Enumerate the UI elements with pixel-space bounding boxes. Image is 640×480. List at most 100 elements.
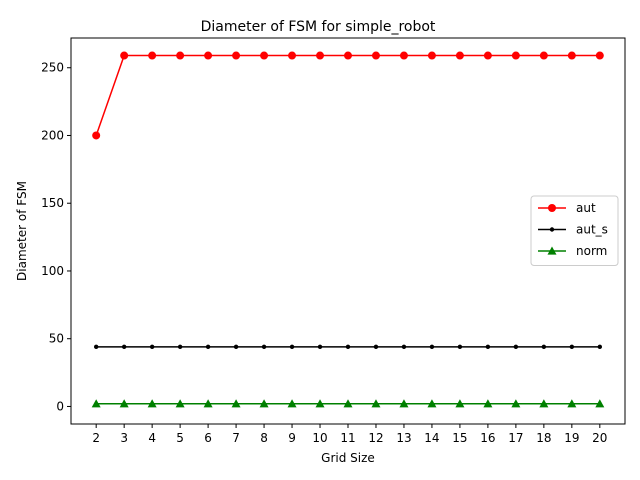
x-tick-label: 19 — [564, 431, 579, 445]
data-point — [569, 344, 575, 350]
data-point — [91, 399, 101, 408]
data-point — [315, 399, 325, 408]
y-tick-label: 100 — [41, 264, 64, 278]
data-point — [541, 344, 547, 350]
x-tick-label: 15 — [452, 431, 467, 445]
data-point — [455, 51, 464, 60]
chart-title: Diameter of FSM for simple_robot — [201, 19, 436, 35]
data-point — [567, 399, 577, 408]
data-point — [513, 344, 519, 350]
y-tick-label: 0 — [56, 399, 64, 413]
x-tick-label: 17 — [508, 431, 523, 445]
data-point — [343, 399, 353, 408]
data-point — [511, 399, 521, 408]
x-tick-label: 4 — [148, 431, 156, 445]
legend-item: norm — [538, 244, 607, 258]
data-point — [317, 344, 323, 350]
data-point — [177, 344, 183, 350]
data-point — [597, 344, 603, 350]
x-tick-label: 11 — [340, 431, 355, 445]
y-tick-label: 250 — [41, 61, 64, 75]
data-point — [149, 344, 155, 350]
data-point — [147, 399, 157, 408]
x-tick-label: 14 — [424, 431, 439, 445]
data-point — [259, 399, 269, 408]
x-tick-label: 10 — [312, 431, 327, 445]
legend-label: aut_s — [576, 223, 608, 237]
legend-label: norm — [576, 244, 607, 258]
x-tick-label: 20 — [592, 431, 607, 445]
data-point — [233, 344, 239, 350]
legend-swatch-marker — [549, 227, 555, 232]
y-tick-label: 50 — [49, 332, 64, 346]
data-point — [539, 51, 548, 60]
x-tick-label: 12 — [368, 431, 383, 445]
data-point — [483, 51, 492, 60]
data-point — [511, 51, 520, 60]
data-point — [427, 399, 437, 408]
data-point — [595, 51, 604, 60]
series-norm — [91, 399, 605, 408]
plot-area — [91, 51, 605, 408]
data-point — [457, 344, 463, 350]
data-point — [119, 399, 129, 408]
data-point — [345, 344, 351, 350]
data-point — [399, 51, 408, 60]
y-tick-label: 200 — [41, 128, 64, 142]
data-point — [203, 399, 213, 408]
legend-swatch-marker — [547, 246, 557, 255]
x-tick-label: 5 — [176, 431, 184, 445]
legend-label: aut — [576, 201, 596, 215]
series-aut — [92, 51, 604, 140]
data-point — [316, 51, 325, 60]
data-point — [232, 51, 241, 60]
series-aut-s — [93, 344, 603, 350]
legend-item: aut — [538, 201, 596, 215]
data-point — [204, 51, 213, 60]
y-tick-label: 150 — [41, 196, 64, 210]
data-point — [485, 344, 491, 350]
data-point — [176, 51, 185, 60]
data-point — [289, 344, 295, 350]
x-tick-label: 18 — [536, 431, 551, 445]
data-point — [483, 399, 493, 408]
data-point — [287, 399, 297, 408]
data-point — [401, 344, 407, 350]
x-tick-label: 6 — [204, 431, 212, 445]
data-point — [371, 51, 380, 60]
data-point — [121, 344, 127, 350]
x-tick-label: 16 — [480, 431, 495, 445]
data-point — [429, 344, 435, 350]
data-point — [288, 51, 297, 60]
data-point — [93, 344, 99, 350]
data-point — [427, 51, 436, 60]
data-point — [595, 399, 605, 408]
y-axis-label: Diameter of FSM — [15, 181, 29, 281]
legend-swatch-marker — [548, 204, 556, 212]
plot-frame — [70, 37, 626, 425]
data-point — [148, 51, 157, 60]
data-point — [120, 51, 129, 60]
data-point — [373, 344, 379, 350]
data-point — [231, 399, 241, 408]
axis-ticks: 2 3 4 5 6 7 8 9 10 11 12 13 14 15 16 17 18 19 200501001502… — [41, 61, 607, 445]
data-point — [371, 399, 381, 408]
data-point — [92, 131, 101, 140]
data-point — [261, 344, 267, 350]
x-axis-label: Grid Size — [321, 451, 375, 465]
legend-item: aut_s — [538, 223, 608, 237]
data-point — [399, 399, 409, 408]
data-point — [539, 399, 549, 408]
data-point — [205, 344, 211, 350]
data-point — [344, 51, 352, 60]
x-tick-label: 8 — [260, 431, 268, 445]
data-point — [175, 399, 185, 408]
x-tick-label: 2 — [92, 431, 100, 445]
x-tick-label: 9 — [288, 431, 296, 445]
x-tick-label: 3 — [120, 431, 128, 445]
x-tick-label: 13 — [396, 431, 411, 445]
data-point — [567, 51, 576, 60]
data-point — [260, 51, 269, 60]
